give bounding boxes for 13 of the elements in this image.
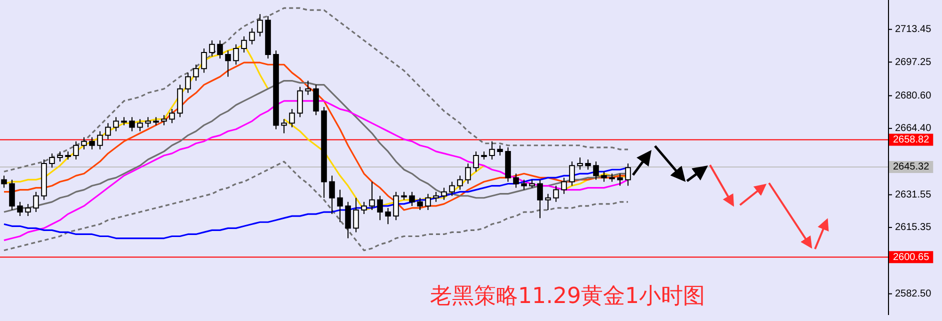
y-tick-label: 2615.35 [895,222,932,234]
y-tick-label: 2697.25 [895,56,932,68]
y-tick-label: 2631.55 [895,190,932,201]
ref-line-label: 2658.82 [893,134,930,146]
ref-line-label: 2645.32 [893,162,930,173]
y-tick-label: 2680.60 [895,90,932,102]
y-tick-label: 2713.45 [895,24,932,36]
y-tick-label: 2582.50 [895,288,932,300]
line-series [3,7,629,172]
y-tick-label: 2664.40 [895,123,932,134]
text: 老黑策略11.29黄金1小时图 [430,283,705,311]
line-series [3,160,629,252]
ref-line-label: 2600.65 [893,252,930,263]
